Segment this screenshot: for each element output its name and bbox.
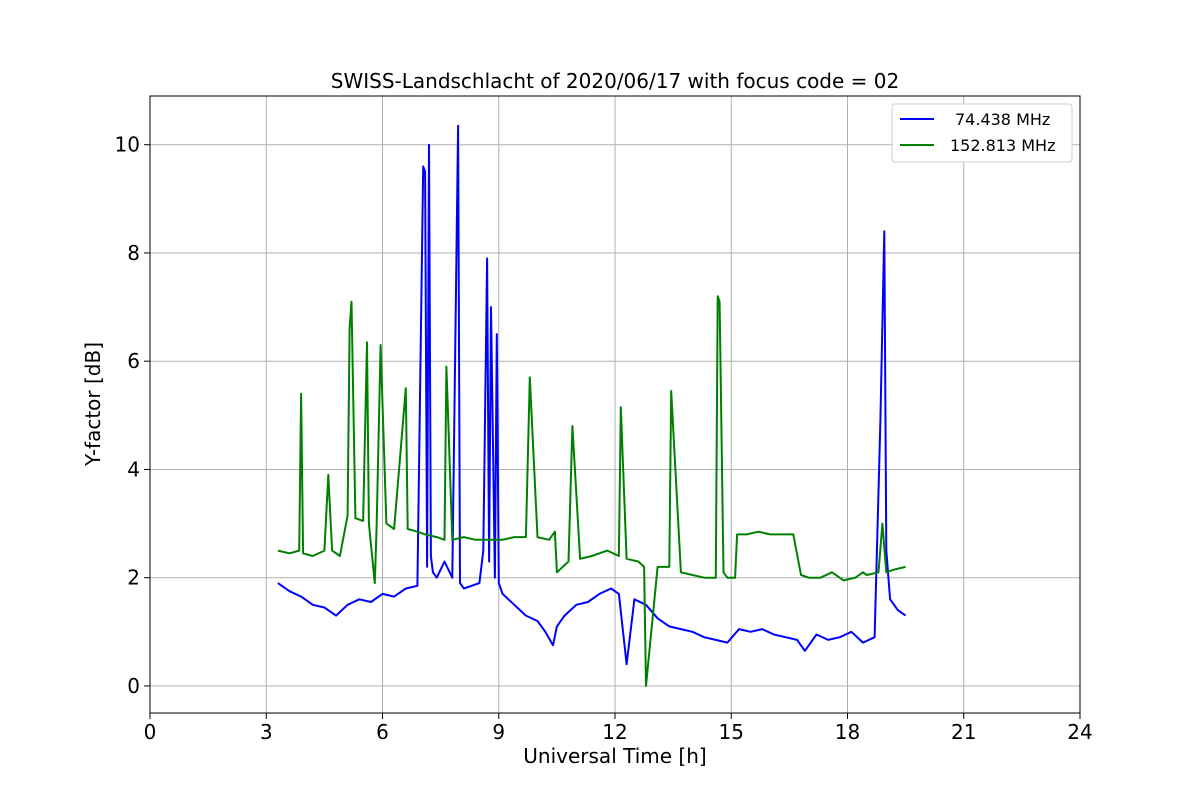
y-tick-label: 8 bbox=[127, 241, 140, 265]
x-tick-label: 3 bbox=[260, 720, 273, 744]
series-layer bbox=[277, 124, 907, 687]
x-axis-label: Universal Time [h] bbox=[523, 744, 706, 768]
legend-box bbox=[891, 103, 1073, 163]
x-tick-label: 0 bbox=[144, 720, 157, 744]
y-tick-label: 0 bbox=[127, 674, 140, 698]
chart-title: SWISS-Landschlacht of 2020/06/17 with fo… bbox=[331, 69, 899, 93]
legend-label-2: 152.813 MHz bbox=[950, 136, 1055, 155]
x-tick-label: 21 bbox=[951, 720, 976, 744]
legend: 74.438 MHz 152.813 MHz bbox=[891, 103, 1073, 163]
y-tick-label: 4 bbox=[127, 457, 140, 481]
series-line-2 bbox=[277, 295, 906, 687]
y-tick-label: 6 bbox=[127, 349, 140, 373]
x-tick-label: 6 bbox=[376, 720, 389, 744]
x-tick-label: 9 bbox=[492, 720, 505, 744]
x-tick-label: 15 bbox=[719, 720, 744, 744]
x-tick-label: 12 bbox=[602, 720, 627, 744]
x-tick-label: 24 bbox=[1067, 720, 1092, 744]
y-axis-label: Y-factor [dB] bbox=[81, 342, 105, 467]
series-line-1 bbox=[277, 124, 907, 666]
legend-label-1: 74.438 MHz bbox=[955, 110, 1050, 129]
y-tick-label: 10 bbox=[115, 133, 140, 157]
x-tick-label: 18 bbox=[835, 720, 860, 744]
y-tick-label: 2 bbox=[127, 566, 140, 590]
